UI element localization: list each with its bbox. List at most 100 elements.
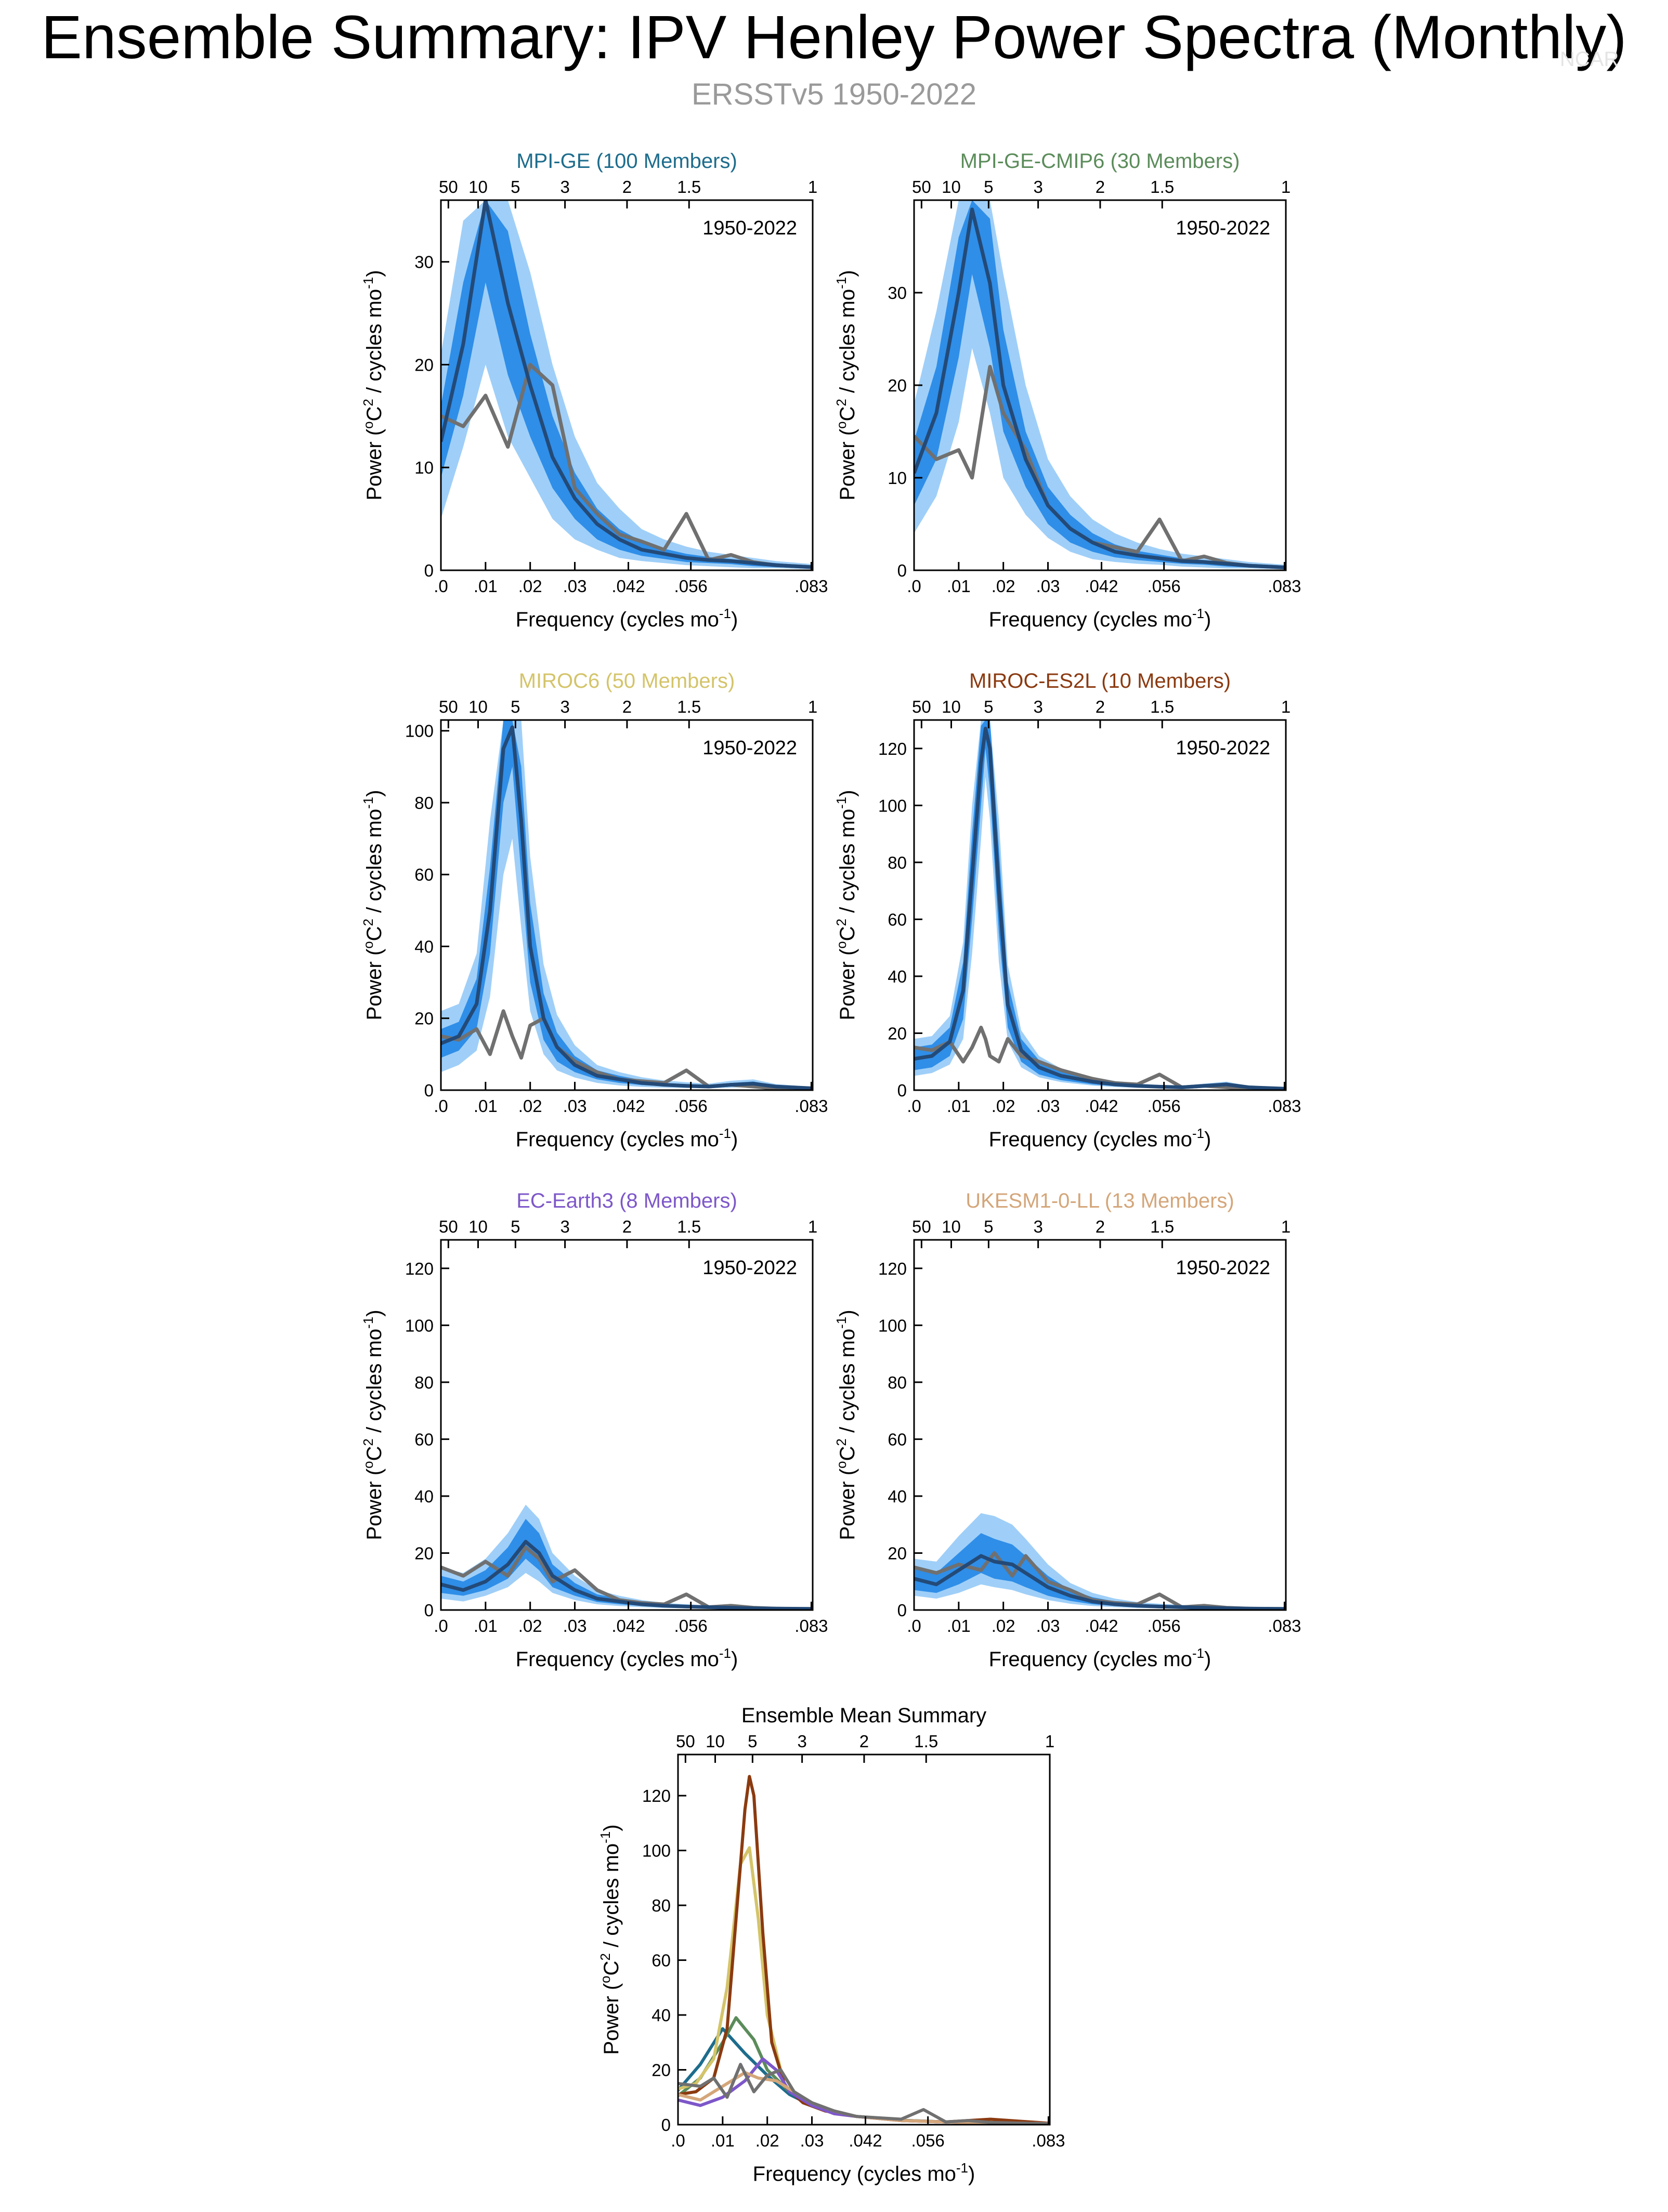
x-tick-label: .03	[1036, 1096, 1060, 1116]
plot-area	[441, 720, 813, 1090]
top-tick-label: 50	[439, 697, 458, 716]
y-tick-label: 60	[888, 910, 907, 929]
top-tick-label: 1	[808, 177, 817, 197]
period-label: 1950-2022	[1176, 217, 1270, 239]
x-tick-label: .042	[1085, 1096, 1118, 1116]
x-axis-label: Frequency (cycles mo-1)	[516, 1645, 738, 1671]
top-tick-label: 3	[560, 697, 569, 716]
period-label: 1950-2022	[702, 217, 797, 239]
y-tick-label: 40	[888, 967, 907, 986]
top-tick-label: 50	[439, 177, 458, 197]
y-axis-label: Power (oC2 / cycles mo-1)	[833, 270, 859, 500]
top-tick-label: 1	[1045, 1732, 1054, 1751]
y-tick-label: 60	[651, 1951, 671, 1970]
top-tick-label: 1.5	[677, 177, 701, 197]
y-axis-label: Power (oC2 / cycles mo-1)	[360, 790, 386, 1020]
series-observed-line	[441, 362, 813, 569]
x-tick-label: .0	[671, 2131, 685, 2150]
series-line-1	[678, 2016, 1050, 2125]
series-line-6	[678, 2062, 1050, 2125]
y-tick-label: 20	[414, 1009, 434, 1028]
series-outer-range	[914, 200, 1286, 570]
x-tick-label: .02	[992, 577, 1015, 596]
top-tick-label: 3	[1033, 697, 1042, 716]
panel-6: 0 20 40 60 80 100 120 .0 .01 .02 .03 .042 .056 .083 50…	[597, 1704, 1065, 2185]
top-tick-label: 10	[942, 1217, 961, 1236]
y-tick-label: 80	[888, 853, 907, 872]
x-tick-label: .02	[518, 1616, 542, 1635]
y-tick-label: 100	[405, 722, 434, 741]
x-tick-label: .02	[992, 1616, 1015, 1635]
y-tick-label: 0	[897, 1081, 907, 1100]
period-label: 1950-2022	[1176, 1257, 1270, 1279]
y-tick-label: 120	[878, 739, 907, 758]
top-tick-label: 50	[912, 697, 931, 716]
x-tick-label: .03	[1036, 1616, 1060, 1635]
top-tick-label: 10	[942, 697, 961, 716]
x-tick-label: .042	[611, 1096, 645, 1116]
x-tick-label: .083	[1268, 1616, 1301, 1635]
x-tick-label: .02	[518, 1096, 542, 1116]
y-tick-label: 100	[642, 1841, 671, 1861]
period-label: 1950-2022	[1176, 737, 1270, 759]
top-tick-label: 2	[1096, 1217, 1105, 1236]
x-tick-label: .0	[907, 577, 921, 596]
y-axis-label: Power (oC2 / cycles mo-1)	[833, 790, 859, 1020]
top-tick-label: 10	[468, 177, 488, 197]
y-tick-label: 30	[414, 253, 434, 272]
series-inner-range	[441, 720, 813, 1089]
x-axis-label: Frequency (cycles mo-1)	[989, 606, 1211, 631]
top-tick-label: 2	[622, 697, 632, 716]
top-tick-label: 5	[984, 177, 993, 197]
series-ensemble-mean-line	[914, 726, 1286, 1090]
y-tick-label: 0	[897, 1601, 907, 1620]
period-label: 1950-2022	[702, 737, 797, 759]
y-tick-label: 100	[405, 1316, 434, 1335]
y-axis-label: Power (oC2 / cycles mo-1)	[597, 1824, 623, 2054]
y-tick-label: 0	[897, 561, 907, 580]
x-tick-label: .0	[434, 1616, 448, 1635]
y-tick-label: 80	[414, 793, 434, 813]
top-tick-label: 5	[984, 1217, 993, 1236]
x-axis-label: Frequency (cycles mo-1)	[516, 1125, 738, 1151]
y-tick-label: 120	[405, 1259, 434, 1278]
top-tick-label: 5	[511, 177, 520, 197]
figure-subtitle: ERSSTv5 1950-2022	[691, 77, 977, 111]
top-tick-label: 50	[676, 1732, 695, 1751]
top-tick-label: 5	[511, 697, 520, 716]
top-tick-label: 2	[859, 1732, 869, 1751]
top-tick-label: 2	[622, 177, 632, 197]
series-inner-range	[441, 1519, 813, 1609]
top-tick-label: 1.5	[1150, 697, 1174, 716]
top-tick-label: 50	[912, 177, 931, 197]
top-tick-label: 2	[1096, 177, 1105, 197]
top-tick-label: 50	[912, 1217, 931, 1236]
top-tick-label: 1.5	[1150, 177, 1174, 197]
y-tick-label: 20	[888, 376, 907, 395]
y-tick-label: 0	[661, 2115, 671, 2135]
y-tick-label: 20	[888, 1024, 907, 1043]
y-tick-label: 40	[414, 1487, 434, 1506]
panel-title: EC-Earth3 (8 Members)	[516, 1189, 737, 1212]
x-tick-label: .042	[1085, 577, 1118, 596]
x-tick-label: .083	[794, 577, 828, 596]
y-tick-label: 40	[651, 2006, 671, 2025]
x-tick-label: .03	[563, 577, 587, 596]
top-tick-label: 10	[942, 177, 961, 197]
x-tick-label: .01	[947, 1616, 971, 1635]
x-axis-label: Frequency (cycles mo-1)	[516, 606, 738, 631]
x-tick-label: .03	[563, 1096, 587, 1116]
figure-title: Ensemble Summary: IPV Henley Power Spect…	[41, 3, 1627, 72]
top-tick-label: 5	[511, 1217, 520, 1236]
plot-area	[678, 1775, 1050, 2125]
panel-0: 0 10 20 30 .0 .01 .02 .03 .042 .056 .083 50 10 5 3 2 1.5…	[360, 150, 828, 631]
panel-3: 0 20 40 60 80 100 120 .0 .01 .02 .03 .042 .056 .083 50…	[833, 670, 1301, 1151]
watermark-logo: NCAR	[1560, 48, 1619, 71]
series-inner-range	[914, 1533, 1286, 1609]
x-tick-label: .056	[674, 1616, 708, 1635]
top-tick-label: 3	[797, 1732, 806, 1751]
top-tick-label: 1	[1281, 697, 1291, 716]
x-tick-label: .083	[1268, 577, 1301, 596]
y-axis-label: Power (oC2 / cycles mo-1)	[833, 1310, 859, 1540]
